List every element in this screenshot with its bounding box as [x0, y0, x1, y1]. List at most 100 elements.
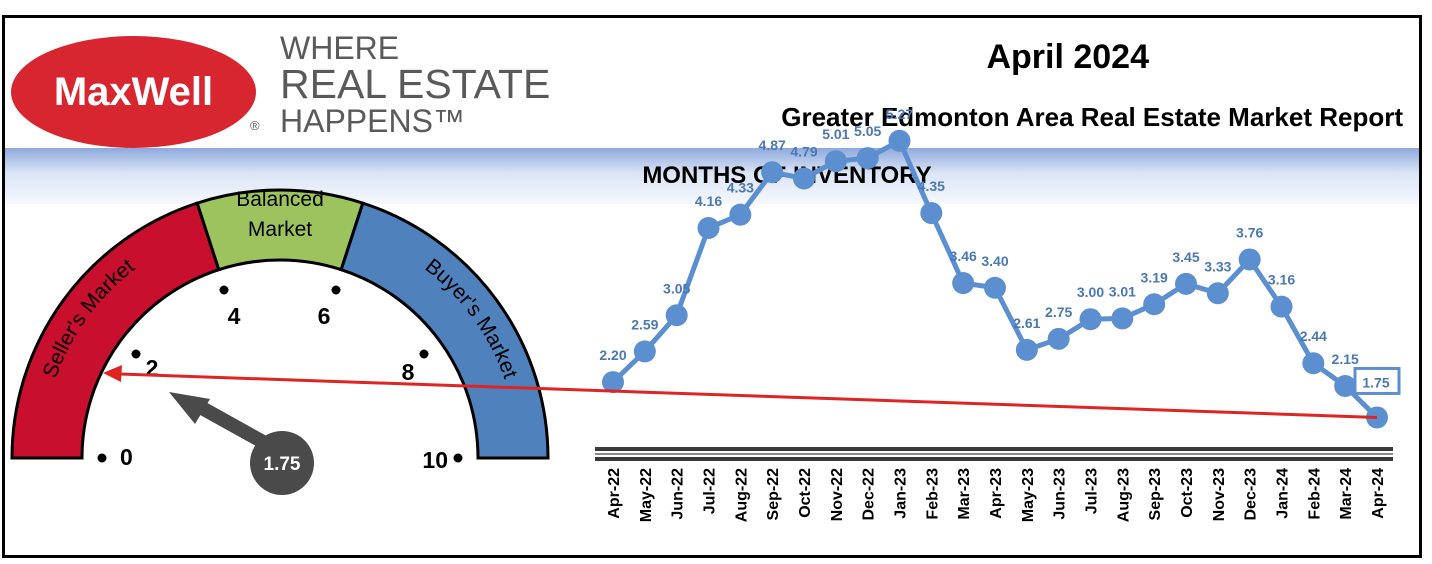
- data-point: [1079, 308, 1102, 331]
- x-tick-label: May-22: [638, 468, 655, 522]
- gauge-tick-dot: [97, 453, 107, 463]
- x-tick-label: Nov-23: [1211, 468, 1228, 521]
- x-tick-label: Oct-23: [1179, 468, 1196, 518]
- x-tick-label: Apr-22: [606, 468, 623, 519]
- data-label: 4.87: [759, 137, 786, 153]
- pointer-arrowhead: [103, 365, 122, 382]
- gauge-tick-label: 6: [318, 303, 331, 329]
- data-point: [602, 371, 624, 394]
- x-tick-label: Mar-23: [956, 468, 973, 520]
- data-label: 3.46: [950, 248, 977, 264]
- data-label: 3.45: [1172, 249, 1199, 265]
- data-point: [729, 203, 752, 226]
- x-tick-label: Mar-24: [1338, 468, 1355, 520]
- data-point: [1206, 282, 1229, 305]
- x-axis-rule-bottom: [595, 457, 1393, 461]
- data-point: [888, 129, 911, 152]
- x-tick-label: Aug-22: [733, 468, 750, 522]
- data-label: 3.40: [981, 253, 1008, 269]
- data-label: 2.15: [1332, 351, 1359, 367]
- tagline-line-2: REAL ESTATE: [280, 61, 551, 107]
- data-point: [665, 304, 688, 327]
- data-label: 3.76: [1236, 224, 1263, 240]
- data-label-box: [1353, 366, 1401, 395]
- gauge-tick-dot: [331, 285, 341, 295]
- data-point: [984, 276, 1006, 299]
- gauge: Seller's Market Buyer's MarketBalancedMar…: [10, 188, 550, 473]
- registered-mark: ®: [250, 118, 260, 133]
- data-label: 4.33: [727, 180, 754, 196]
- data-label: 5.05: [854, 123, 881, 139]
- line-chart: 2.20 2.59 3.05 4.16 4.33 4.87 4.79 5.01 5.05 5.27…: [595, 106, 1401, 522]
- data-label: 3.01: [1109, 283, 1136, 299]
- data-label: 2.59: [631, 316, 658, 332]
- data-point: [697, 217, 720, 240]
- brand-tagline: WHERE REAL ESTATE HAPPENS™: [280, 32, 550, 137]
- gauge-needle: 1.75: [169, 392, 314, 495]
- gauge-tick-label: 8: [402, 359, 415, 385]
- x-tick-label: Feb-24: [1306, 468, 1323, 520]
- data-point: [633, 340, 656, 363]
- x-tick-label: Jun-23: [1052, 468, 1069, 520]
- x-tick-label: Oct-22: [797, 468, 814, 518]
- data-point: [1015, 338, 1038, 361]
- data-point: [1175, 272, 1197, 295]
- gauge-tick-label: 10: [422, 447, 448, 473]
- x-tick-label: Feb-23: [924, 468, 941, 520]
- x-tick-label: Jan-24: [1275, 468, 1292, 519]
- data-point: [1047, 327, 1070, 350]
- data-point: [1238, 248, 1261, 271]
- x-tick-label: Jul-22: [702, 468, 719, 514]
- data-label: 5.27: [886, 106, 913, 122]
- x-axis-rule-mid: [595, 453, 1393, 455]
- gauge-value-label: 1.75: [264, 454, 301, 475]
- tagline-line-1: WHERE: [280, 30, 400, 66]
- x-tick-label: Dec-22: [861, 468, 878, 521]
- gauge-tick-dot: [453, 453, 463, 463]
- gauge-zone-seller: [10, 201, 221, 460]
- data-point: [856, 147, 879, 170]
- data-label: 4.35: [918, 178, 945, 194]
- data-point: [952, 272, 975, 295]
- needle-head: [169, 392, 210, 424]
- x-axis-rule-top: [595, 447, 1393, 451]
- data-label: 2.20: [599, 347, 626, 363]
- x-tick-label: Nov-22: [829, 468, 846, 521]
- data-label: 3.19: [1141, 269, 1168, 285]
- data-point: [761, 161, 784, 184]
- current-value-pointer: [103, 365, 1378, 419]
- gauge-zone-buyer: [339, 201, 550, 460]
- gauge-value-badge: [250, 431, 314, 495]
- x-tick-label: Sep-23: [1147, 468, 1164, 521]
- data-point: [1334, 375, 1357, 398]
- data-point: [1270, 295, 1293, 318]
- data-label: 1.75: [1362, 374, 1389, 390]
- data-label: 4.16: [695, 193, 722, 209]
- data-label: 3.33: [1204, 258, 1231, 274]
- x-tick-label: May-23: [1020, 468, 1037, 522]
- report-date: April 2024: [986, 38, 1149, 76]
- maxwell-logo: MaxWell: [11, 36, 256, 148]
- gauge-zone-balanced-label-line1: Balanced: [236, 188, 324, 211]
- gauge-tick-dot: [131, 349, 141, 359]
- gauge-zone-balanced-label-line2: Market: [248, 218, 312, 241]
- data-label: 2.44: [1300, 328, 1327, 344]
- logo-text: MaxWell: [53, 69, 214, 114]
- data-point: [793, 167, 815, 190]
- tagline-line-3: HAPPENS™: [280, 103, 465, 139]
- gauge-tick-label: 2: [146, 355, 159, 381]
- x-tick-label: Apr-24: [1370, 468, 1387, 519]
- charts-canvas: Seller's Market Buyer's MarketBalancedMar…: [10, 106, 1401, 522]
- report-title: Greater Edmonton Area Real Estate Market…: [781, 102, 1403, 132]
- x-tick-label: Jul-23: [1084, 468, 1101, 514]
- gauge-tick-label: 0: [120, 444, 133, 470]
- gauge-tick-dot: [219, 285, 229, 295]
- data-label: 4.79: [790, 144, 817, 160]
- data-point: [1302, 352, 1325, 375]
- x-tick-label: Apr-23: [988, 468, 1005, 519]
- data-label: 2.61: [1013, 315, 1040, 331]
- data-label: 2.75: [1045, 304, 1072, 320]
- x-tick-label: Dec-23: [1243, 468, 1260, 521]
- x-tick-label: Aug-23: [1115, 468, 1132, 522]
- data-point: [920, 202, 943, 225]
